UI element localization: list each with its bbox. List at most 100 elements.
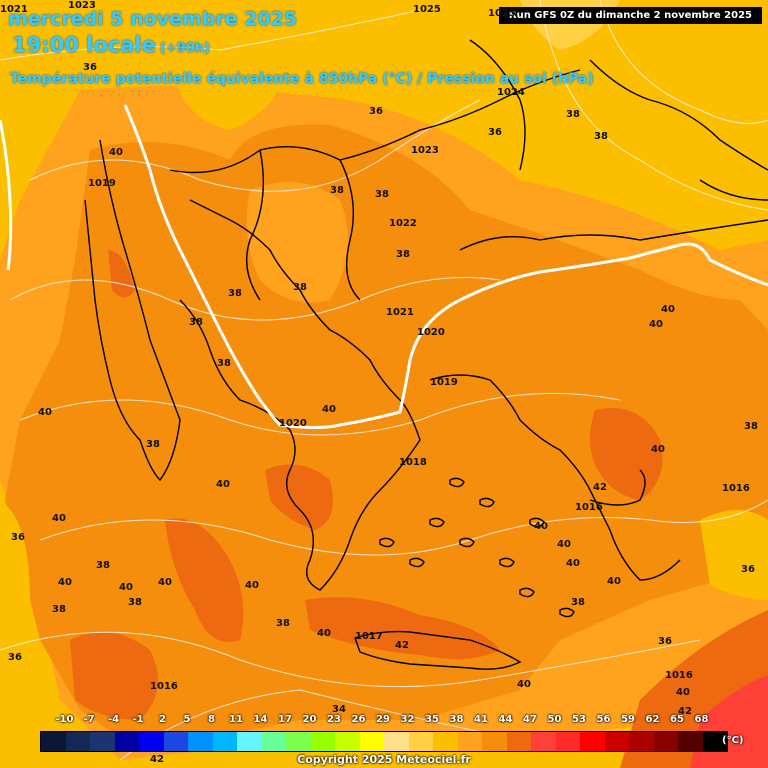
theta-label: 38 bbox=[52, 604, 66, 615]
theta-label: 42 bbox=[678, 706, 692, 717]
legend-swatch bbox=[41, 732, 66, 751]
legend-tick-label: -7 bbox=[83, 714, 95, 725]
theta-label: 40 bbox=[534, 521, 548, 532]
theta-label: 40 bbox=[52, 513, 66, 524]
band-42-sw bbox=[70, 632, 158, 720]
legend-tick-label: 62 bbox=[645, 714, 660, 725]
band-36-west bbox=[0, 500, 30, 700]
legend-swatch bbox=[653, 732, 678, 751]
pressure-label: 1021 bbox=[0, 4, 28, 15]
legend-swatch bbox=[90, 732, 115, 751]
legend-tick-label: 50 bbox=[547, 714, 562, 725]
model-run-badge: Run GFS 0Z du dimanche 2 novembre 2025 bbox=[498, 7, 762, 24]
legend-tick-label: 65 bbox=[670, 714, 684, 725]
legend-tick-label: -4 bbox=[107, 714, 120, 725]
pressure-label: 1016 bbox=[575, 502, 603, 513]
theta-label: 40 bbox=[317, 628, 331, 639]
theta-label: 40 bbox=[245, 580, 259, 591]
theta-label: 42 bbox=[150, 754, 164, 765]
legend-tick-label: 29 bbox=[376, 714, 390, 725]
legend-tick-label: 47 bbox=[523, 714, 537, 725]
theta-label: 40 bbox=[109, 147, 123, 158]
theta-label: 38 bbox=[375, 189, 389, 200]
theta-label: 38 bbox=[744, 421, 758, 432]
legend-swatch bbox=[433, 732, 458, 751]
pressure-label: 1023 bbox=[68, 0, 96, 11]
theta-label: 38 bbox=[96, 560, 110, 571]
legend-swatch bbox=[237, 732, 262, 751]
legend-tick-label: 35 bbox=[425, 714, 439, 725]
band-36-inner bbox=[170, 50, 290, 130]
legend-swatch bbox=[310, 732, 335, 751]
coastlines bbox=[84, 39, 768, 670]
theta-label: 38 bbox=[189, 317, 203, 328]
theta-label: 40 bbox=[322, 404, 336, 415]
theta-label: 38 bbox=[571, 597, 585, 608]
legend-tick-label: 59 bbox=[621, 714, 635, 725]
theta-label: 40 bbox=[661, 304, 675, 315]
theta-label: 38 bbox=[330, 185, 344, 196]
pressure-label: 1019 bbox=[88, 178, 116, 189]
legend-swatch bbox=[702, 732, 727, 751]
legend-swatch bbox=[188, 732, 213, 751]
theta-label: 38 bbox=[228, 288, 242, 299]
theta-label: 36 bbox=[741, 564, 755, 575]
legend-swatch bbox=[580, 732, 605, 751]
theta-label: 38 bbox=[396, 249, 410, 260]
legend-swatch bbox=[65, 732, 90, 751]
front-line bbox=[0, 104, 768, 429]
legend-tick-label: 44 bbox=[498, 714, 513, 725]
legend-swatch bbox=[114, 732, 139, 751]
theta-label: 40 bbox=[119, 582, 133, 593]
band-42-peloponnese bbox=[265, 464, 333, 530]
theta-label: 42 bbox=[395, 640, 409, 651]
band-42-crete bbox=[305, 597, 500, 659]
legend-tick-label: -10 bbox=[55, 714, 74, 725]
pressure-label: 1025 bbox=[488, 8, 516, 19]
legend-tick-label: 53 bbox=[572, 714, 586, 725]
legend-swatch bbox=[531, 732, 556, 751]
theta-label: 38 bbox=[566, 109, 580, 120]
legend-swatch bbox=[139, 732, 164, 751]
legend-tick-row: -10 -7 -4 -1 2 5 8 11 14 17 20 23 26 29 32 35 38 41 44 47 50… bbox=[40, 714, 720, 728]
theta-label: 38 bbox=[594, 131, 608, 142]
forecast-time: 19:00 locale (+90h) bbox=[12, 33, 210, 57]
theta-label: 40 bbox=[651, 444, 665, 455]
legend-tick-label: 8 bbox=[208, 714, 215, 725]
theta-label: 40 bbox=[158, 577, 172, 588]
theta-label: 42 bbox=[593, 482, 607, 493]
theta-label: 36 bbox=[369, 106, 383, 117]
copyright-text: Copyright 2025 Meteociel.fr bbox=[297, 753, 471, 766]
forecast-lead: (+90h) bbox=[159, 41, 210, 56]
legend-tick-label: 41 bbox=[474, 714, 488, 725]
legend-swatch bbox=[629, 732, 654, 751]
theta-label: 38 bbox=[128, 597, 142, 608]
legend-tick-label: 68 bbox=[694, 714, 709, 725]
legend-tick-label: 2 bbox=[159, 714, 166, 725]
theta-label: 40 bbox=[38, 407, 52, 418]
legend-tick-label: -1 bbox=[132, 714, 144, 725]
legend-tick-label: 11 bbox=[229, 714, 243, 725]
theta-label: 40 bbox=[517, 679, 531, 690]
pressure-label: 1016 bbox=[150, 681, 178, 692]
pressure-label: 1023 bbox=[411, 145, 439, 156]
pressure-label: 1016 bbox=[665, 670, 693, 681]
color-scale-bar bbox=[40, 731, 728, 752]
theta-label: 36 bbox=[11, 532, 25, 543]
legend-swatch bbox=[408, 732, 433, 751]
theta-label: 38 bbox=[276, 618, 290, 629]
legend-tick-label: 5 bbox=[183, 714, 191, 725]
theta-label: 38 bbox=[293, 282, 307, 293]
legend-swatch bbox=[212, 732, 237, 751]
legend-swatch bbox=[286, 732, 311, 751]
legend-swatch bbox=[482, 732, 507, 751]
legend-tick-label: 26 bbox=[351, 714, 366, 725]
legend-swatch bbox=[457, 732, 482, 751]
pressure-label: 1017 bbox=[355, 631, 383, 642]
forecast-date: mercredi 5 novembre 2025 bbox=[8, 8, 298, 30]
theta-label: 40 bbox=[557, 539, 571, 550]
legend-swatch bbox=[604, 732, 629, 751]
theta-label: 38 bbox=[146, 439, 160, 450]
